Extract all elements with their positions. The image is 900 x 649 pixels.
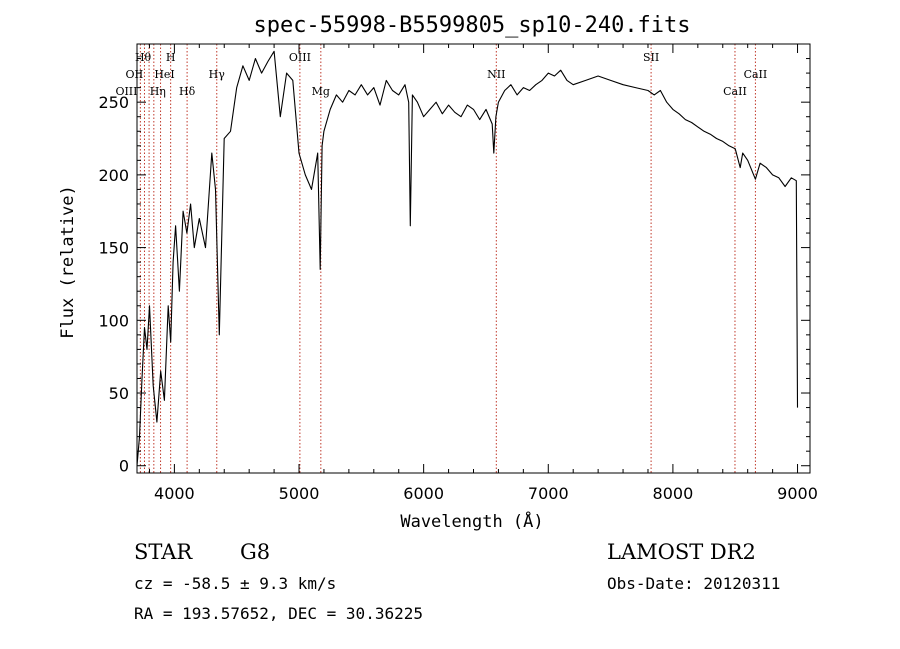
y-tick-label: 100 [98, 311, 129, 330]
spectral-line-label: CaII [744, 68, 768, 81]
x-tick-label: 8000 [653, 484, 694, 503]
spectral-line-label: Hδ [179, 85, 196, 98]
survey-name: LAMOST DR2 [607, 540, 756, 564]
spectral-line-label: NII [487, 68, 505, 81]
spectral-line-label: OIII [289, 51, 311, 64]
spectral-line-labels: Hθ H OII HeI OIII Hη Hγ Hδ OIII Mg NII SII CaII CaII [115, 51, 767, 98]
x-axis-ticks: 4000 5000 6000 7000 8000 9000 [148, 44, 818, 503]
y-tick-label: 0 [119, 457, 129, 476]
x-tick-label: 7000 [528, 484, 569, 503]
spectral-line-label: Hγ [209, 68, 226, 81]
y-axis-ticks: 0 50 100 150 200 250 [98, 58, 810, 476]
series-layer [136, 50, 799, 466]
x-tick-label: 6000 [403, 484, 444, 503]
spectral-line-label: HeI [154, 68, 174, 81]
x-tick-label: 4000 [154, 484, 195, 503]
y-tick-label: 250 [98, 93, 129, 112]
object-class: STAR [134, 540, 193, 564]
sky-coordinates: RA = 193.57652, DEC = 30.36225 [134, 604, 423, 623]
x-tick-label: 5000 [279, 484, 320, 503]
spectral-line-label: SII [643, 51, 659, 64]
y-axis-label: Flux (relative) [58, 185, 78, 339]
spectral-line-label: OII [126, 68, 144, 81]
plot-frame [136, 43, 811, 474]
spectral-line-label: OIII [115, 85, 137, 98]
x-tick-label: 9000 [777, 484, 818, 503]
spectral-line-label: Mg [312, 85, 330, 98]
spectral-line-label: Hη [150, 85, 166, 98]
spectral-line-markers [139, 44, 756, 473]
spectral-line-label: CaII [723, 85, 747, 98]
y-tick-label: 50 [109, 384, 129, 403]
y-tick-label: 150 [98, 239, 129, 258]
object-subclass: G8 [240, 540, 271, 564]
chart-title: spec-55998-B5599805_sp10-240.fits [253, 13, 690, 38]
x-axis-label: Wavelength (Å) [400, 510, 543, 532]
redshift-velocity: cz = -58.5 ± 9.3 km/s [134, 574, 337, 593]
spectral-line-label: H [166, 51, 176, 64]
spectrum-line [136, 50, 799, 466]
y-tick-label: 200 [98, 166, 129, 185]
spectral-line-label: Hθ [135, 51, 152, 64]
observation-date: Obs-Date: 20120311 [607, 574, 781, 593]
